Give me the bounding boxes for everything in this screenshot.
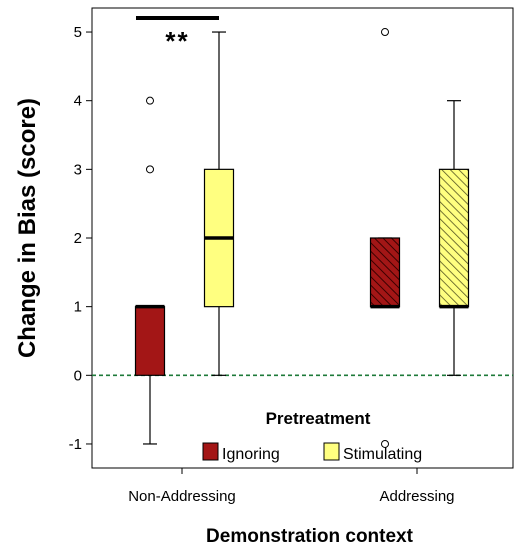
box-stimulating-addressing — [440, 101, 469, 376]
y-tick-label: 1 — [74, 299, 82, 316]
y-tick-label: 3 — [74, 161, 82, 178]
x-tick-label: Non-Addressing — [128, 488, 236, 505]
box-body — [136, 307, 165, 376]
legend-swatch-stimulating — [324, 443, 339, 460]
y-tick-label: 4 — [74, 93, 82, 110]
outlier-point — [382, 29, 389, 36]
legend-swatch-ignoring — [203, 443, 218, 460]
y-axis-title: Change in Bias (score) — [14, 98, 41, 358]
y-tick-label: 0 — [74, 367, 82, 384]
box-body — [371, 238, 400, 307]
box-ignoring-non-addressing — [136, 97, 165, 444]
box-body — [440, 169, 469, 306]
outlier-point — [147, 97, 154, 104]
y-tick-label: 2 — [74, 230, 82, 247]
outlier-point — [147, 166, 154, 173]
box-stimulating-non-addressing — [205, 32, 234, 375]
x-tick-label: Addressing — [379, 488, 454, 505]
box-ignoring-addressing — [371, 29, 400, 448]
x-axis-title: Demonstration context — [206, 526, 414, 547]
legend-label-ignoring: Ignoring — [222, 446, 280, 463]
y-tick-label: 5 — [74, 24, 82, 41]
legend-title: Pretreatment — [266, 409, 371, 428]
y-tick-label: -1 — [69, 436, 82, 453]
significance-label: ** — [165, 26, 189, 56]
legend-label-stimulating: Stimulating — [343, 446, 422, 463]
